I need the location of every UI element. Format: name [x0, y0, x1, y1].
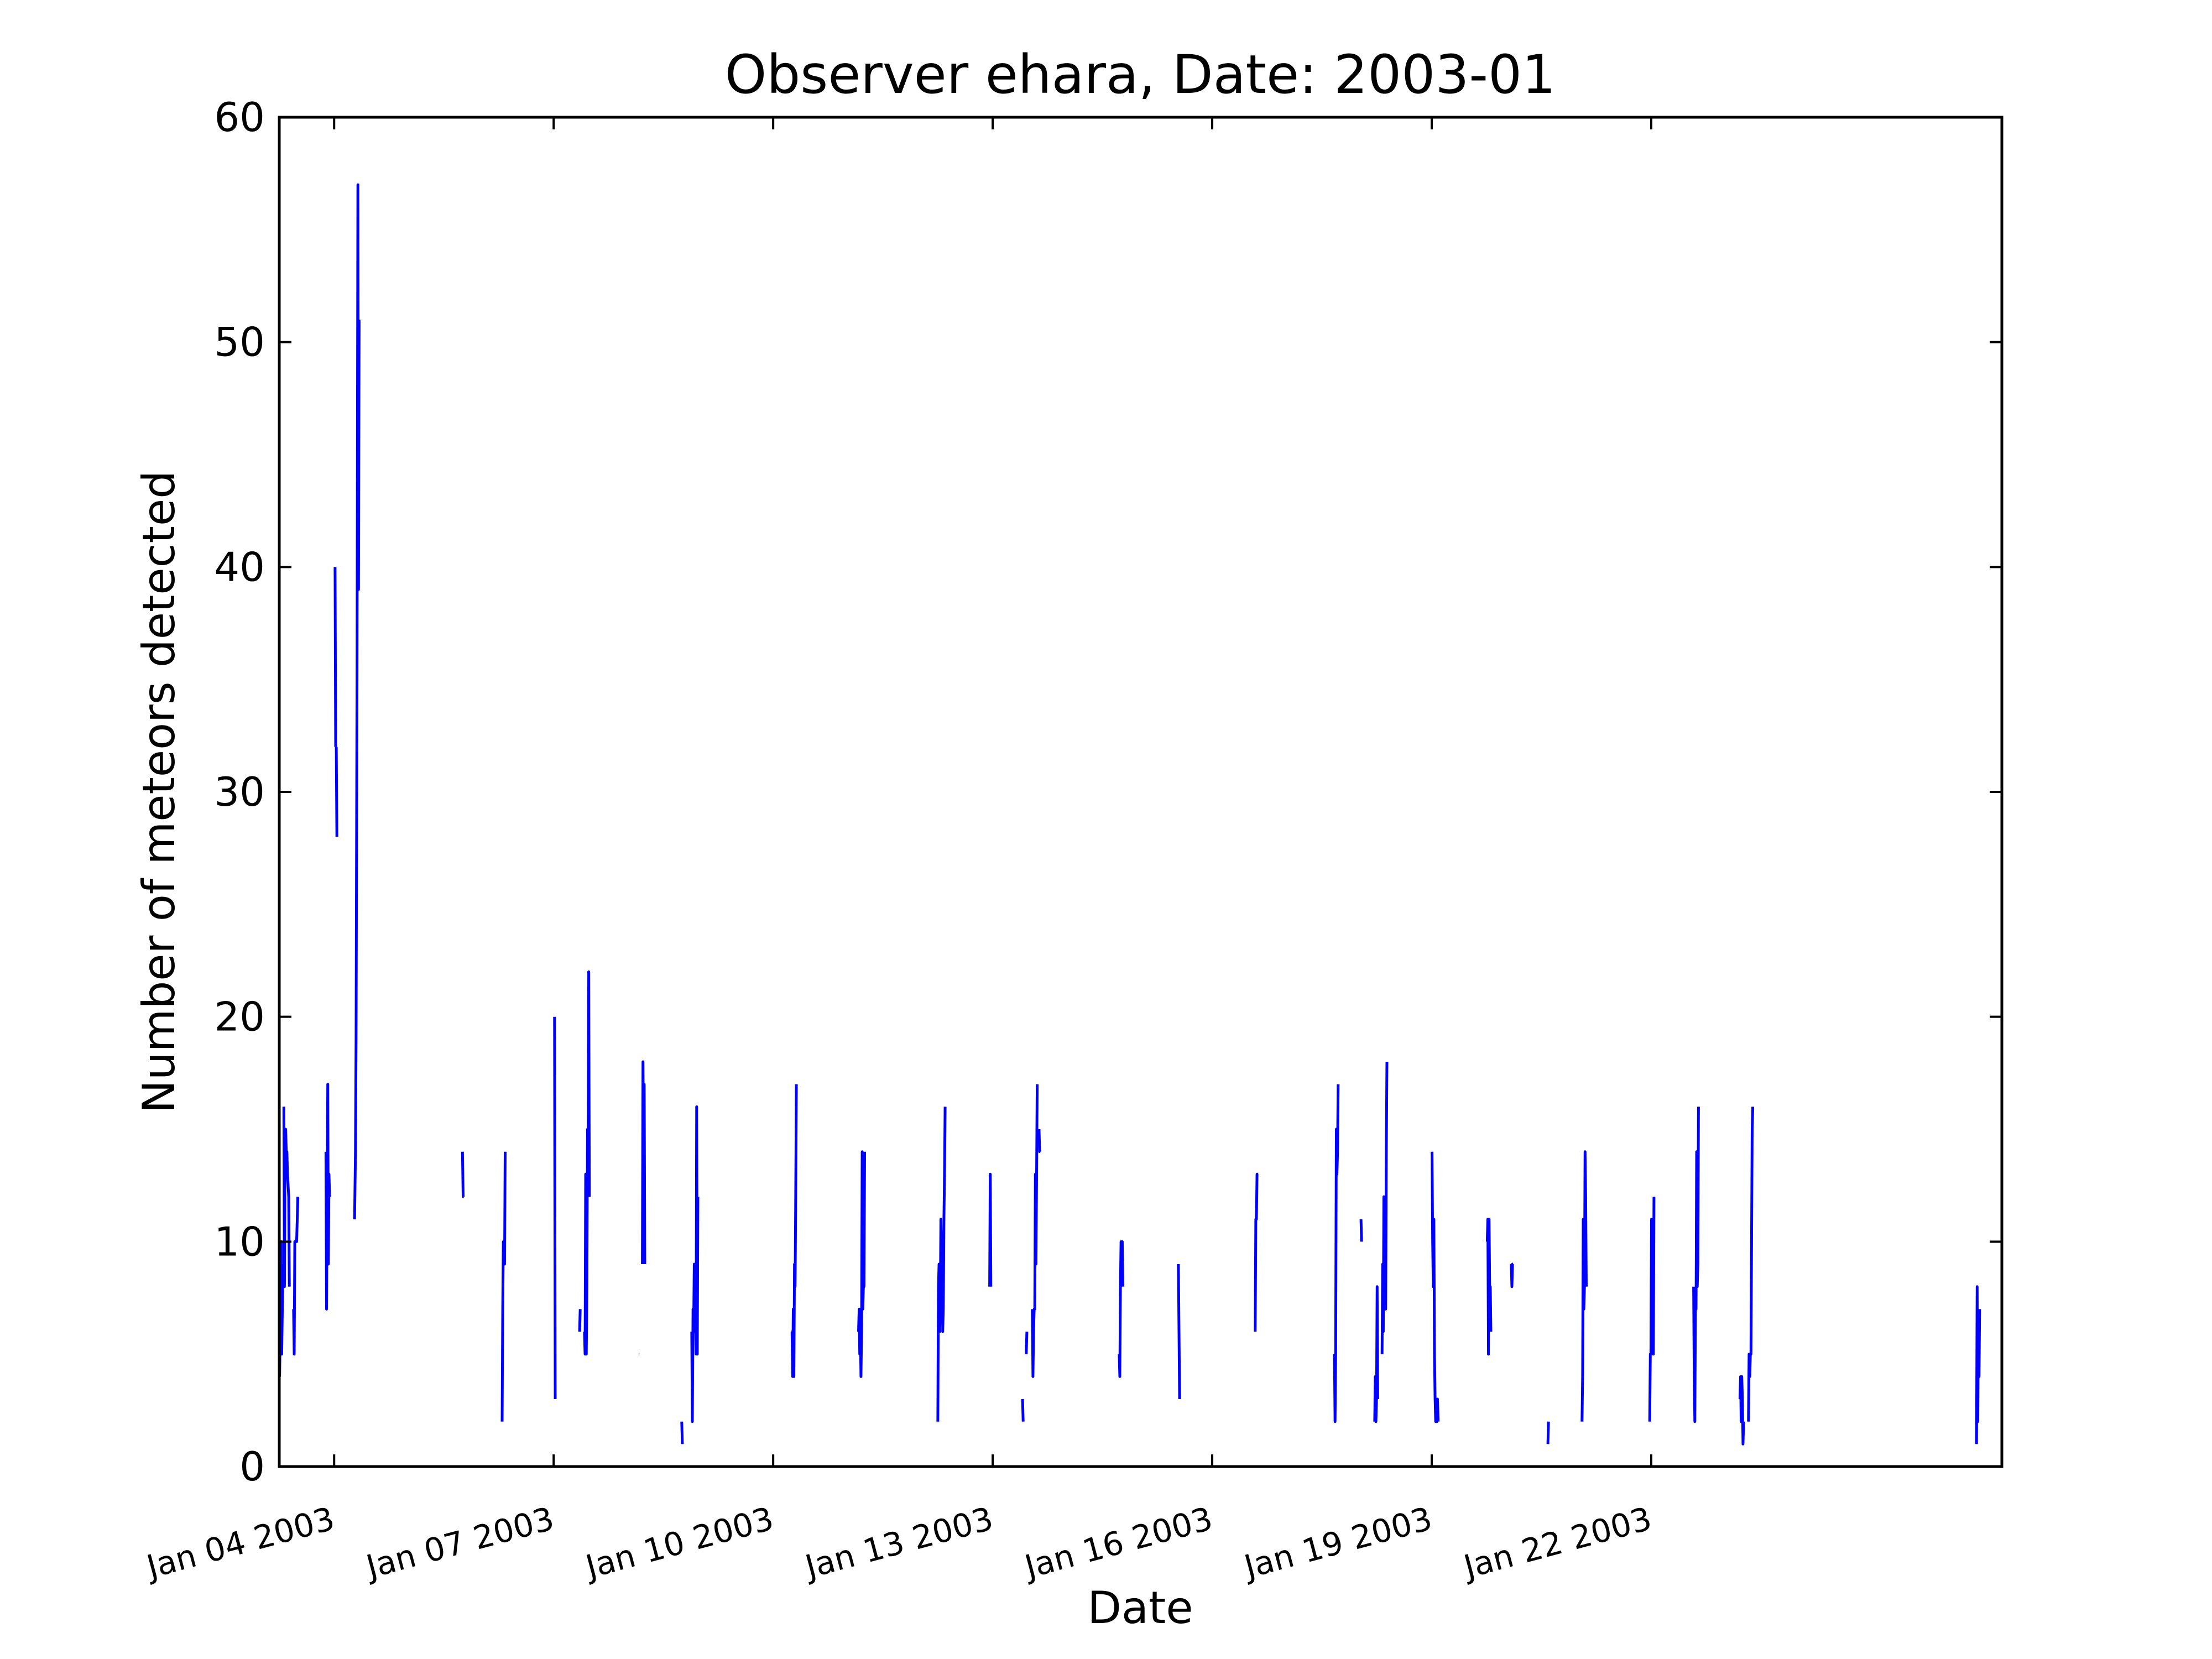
y-tick-label-2: 20: [214, 994, 265, 1040]
series-0-segment-33: [1510, 1262, 1514, 1288]
series-0-segment-4: [333, 567, 337, 747]
series-0-segment-37: [1692, 1107, 1700, 1423]
series-0-segment-29: [1373, 1285, 1379, 1423]
series-0-segment-38: [1738, 1375, 1745, 1446]
y-tick-label-6: 60: [214, 94, 265, 140]
series-0-segment-40: [1975, 1285, 1981, 1444]
series-0-segment-26: [1254, 1172, 1259, 1332]
series-0-segment-36: [1648, 1196, 1656, 1422]
series-0-segment-19: [988, 1172, 993, 1287]
y-axis-label: Number of meteors detected: [133, 471, 185, 1113]
series-0-segment-20: [1021, 1399, 1025, 1422]
series-0-segment-27: [1333, 1084, 1340, 1423]
series-layer: [279, 183, 1981, 1446]
series-0-segment-35: [1580, 1150, 1588, 1422]
series-0-segment-8: [500, 1151, 507, 1422]
series-0-segment-3: [324, 1083, 331, 1311]
series-0-segment-6: [353, 183, 361, 1219]
series-0-segment-17: [857, 1150, 866, 1378]
chart-title: Observer ehara, Date: 2003-01: [725, 44, 1556, 106]
x-axis-label: Date: [1087, 1582, 1193, 1634]
series-0-segment-30: [1380, 1061, 1389, 1354]
series-0-segment-31: [1431, 1151, 1440, 1423]
series-0-segment-11: [583, 970, 591, 1356]
series-0-segment-5: [335, 747, 338, 837]
y-tick-label-4: 40: [214, 544, 265, 590]
series-0-segment-13: [641, 1060, 646, 1265]
series-0-segment-21: [1025, 1331, 1029, 1354]
y-tick-label-0: 0: [239, 1443, 265, 1490]
y-tick-label-5: 50: [214, 319, 265, 366]
series-0-segment-7: [461, 1151, 465, 1198]
series-0-segment-32: [1485, 1218, 1493, 1356]
series-0-segment-16: [790, 1084, 798, 1378]
axes-frame: [278, 116, 2004, 1468]
y-tick-label-3: 30: [214, 769, 265, 815]
series-0-segment-18: [936, 1107, 947, 1422]
y-tick-label-1: 10: [214, 1218, 265, 1265]
series-0-segment-15: [690, 1105, 700, 1423]
series-0-segment-39: [1747, 1107, 1755, 1422]
series-0-segment-23: [1037, 1129, 1041, 1154]
series-0-segment-24: [1118, 1240, 1124, 1378]
series-0-segment-25: [1177, 1264, 1181, 1400]
series-0-segment-2: [292, 1196, 300, 1356]
series-0-segment-22: [1031, 1084, 1039, 1378]
